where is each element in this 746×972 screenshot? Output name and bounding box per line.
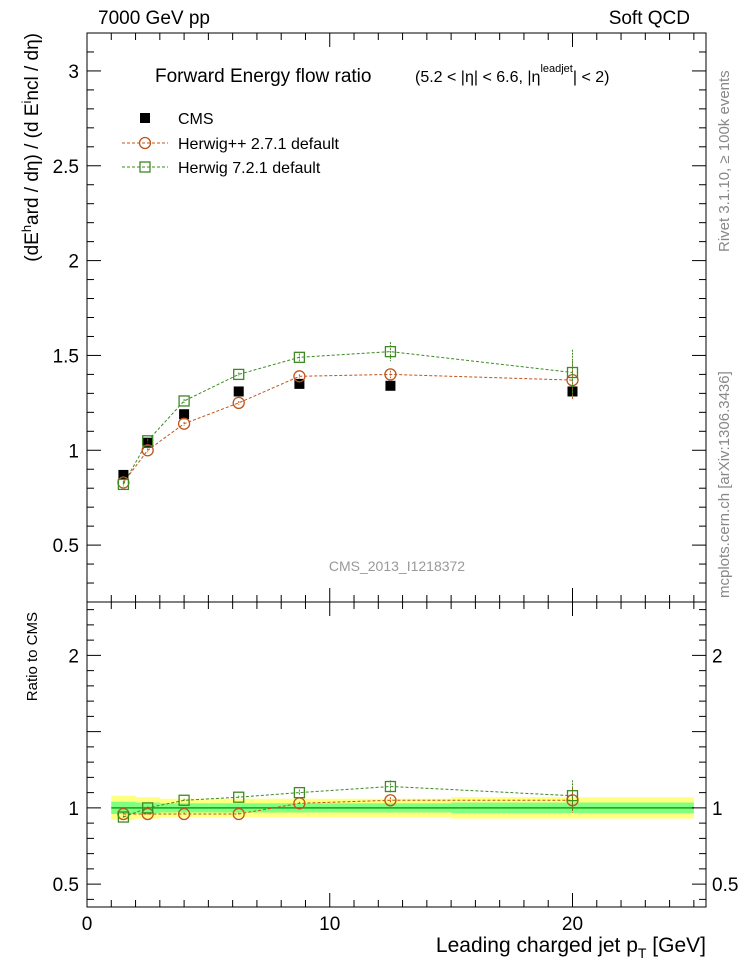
axis-ticks — [86, 32, 706, 907]
main-y-tick-label: 3 — [68, 62, 79, 83]
main-point-herwig-7-2-1-default — [233, 368, 245, 381]
x-tick-label: 20 — [562, 914, 583, 935]
cut-part: | < 2) — [573, 69, 610, 86]
main-y-tick-label: 2 — [68, 252, 79, 273]
legend-label-cms: CMS — [178, 111, 214, 128]
y-title-superscript: i — [19, 100, 34, 103]
ratio-point-herwig-2-7-1-default — [177, 807, 191, 821]
main-point-herwig-7-2-1-default — [566, 366, 579, 379]
energy-label: 7000 GeV pp — [98, 8, 210, 29]
main-line-herwig-7-2-1-default — [122, 351, 573, 485]
ratio-point-herwig-2-7-1-default — [141, 807, 154, 821]
main-point-herwig-2-7-1-default — [384, 368, 397, 381]
y-title-part: ard / dη) / (d E — [22, 103, 43, 224]
cut-superscript: leadjet — [540, 63, 572, 75]
plot-title-cut: (5.2 < |η| < 6.6, |ηleadjet| < 2) — [415, 63, 609, 86]
main-point-herwig-7-2-1-default — [384, 345, 397, 358]
main-point-herwig-2-7-1-default — [177, 417, 191, 430]
ratio-point-herwig-7-2-1-default — [178, 794, 190, 806]
ratio-plot-markers — [117, 780, 579, 823]
ratio-y-tick-label-left: 0.5 — [53, 875, 79, 896]
cut-part: (5.2 < |η| < 6.6, |η — [415, 69, 540, 86]
main-point-cms — [118, 469, 129, 480]
main-point-herwig-7-2-1-default — [117, 478, 130, 491]
x-axis-title-main: Leading charged jet p — [436, 934, 638, 957]
x-tick-label: 0 — [82, 914, 93, 935]
main-y-tick-label: 2.5 — [53, 157, 79, 178]
analysis-label: CMS_2013_I1218372 — [329, 558, 465, 574]
main-point-herwig-2-7-1-default — [293, 370, 306, 383]
ratio-point-herwig-7-2-1-default — [233, 791, 245, 803]
main-y-tick-label: 0.5 — [53, 536, 79, 557]
ratio-point-herwig-2-7-1-default — [384, 794, 397, 807]
y-title-superscript: h — [19, 225, 34, 232]
ratio-point-herwig-7-2-1-default — [384, 780, 397, 793]
main-point-cms — [179, 409, 190, 420]
plot-title: Forward Energy flow ratio — [155, 66, 371, 87]
main-point-herwig-7-2-1-default — [293, 351, 306, 363]
ratio-y-tick-label-left: 2 — [68, 646, 79, 667]
main-point-herwig-7-2-1-default — [142, 435, 154, 447]
ratio-y-tick-label-right: 0.5 — [712, 875, 738, 896]
ratio-y-tick-label-right: 2 — [712, 646, 723, 667]
main-point-cms — [385, 380, 396, 391]
main-y-axis-title: (dEhard / dη) / (d Eincl / dη) — [19, 33, 43, 262]
main-series-lines — [122, 351, 573, 485]
main-point-cms — [294, 378, 305, 389]
main-point-herwig-2-7-1-default — [232, 396, 245, 410]
ratio-y-tick-label-right: 1 — [712, 799, 723, 820]
y-title-part: (dE — [22, 232, 43, 262]
legend: CMS Herwig++ 2.7.1 default Herwig 7.2.1 de… — [122, 111, 340, 177]
main-point-herwig-2-7-1-default — [141, 444, 154, 457]
legend-marker-herwig-7-2-1-default — [139, 161, 151, 173]
x-axis-title-subscript: T — [638, 945, 647, 961]
ratio-point-herwig-7-2-1-default — [142, 802, 154, 814]
x-axis-title: Leading charged jet pT [GeV] — [436, 934, 706, 961]
legend-label-herwig-7-2-1-default: Herwig 7.2.1 default — [178, 160, 321, 177]
ratio-plot-frame — [86, 601, 707, 908]
legend-label-herwig-2-7-1-default: Herwig++ 2.7.1 default — [178, 136, 340, 153]
ratio-point-herwig-2-7-1-default — [232, 807, 245, 821]
ratio-point-herwig-7-2-1-default — [293, 786, 306, 799]
ratio-y-tick-label-left: 1 — [68, 799, 79, 820]
category-label: Soft QCD — [608, 8, 690, 29]
x-axis-title-unit: [GeV] — [646, 934, 706, 957]
main-point-cms — [233, 386, 244, 397]
main-point-herwig-7-2-1-default — [178, 395, 190, 407]
main-line-herwig-2-7-1-default — [123, 373, 573, 483]
legend-marker-herwig-2-7-1-default — [138, 136, 152, 150]
x-tick-label: 10 — [319, 914, 340, 935]
main-plot-markers — [117, 342, 579, 491]
main-y-tick-label: 1.5 — [53, 346, 79, 367]
ratio-y-axis-title: Ratio to CMS — [24, 612, 41, 701]
y-title-part: ncl / dη) — [22, 33, 43, 101]
main-y-tick-label: 1 — [68, 441, 79, 462]
legend-marker-cms — [140, 113, 150, 123]
ratio-point-herwig-7-2-1-default — [566, 790, 579, 802]
ratio-point-herwig-7-2-1-default — [117, 811, 130, 823]
